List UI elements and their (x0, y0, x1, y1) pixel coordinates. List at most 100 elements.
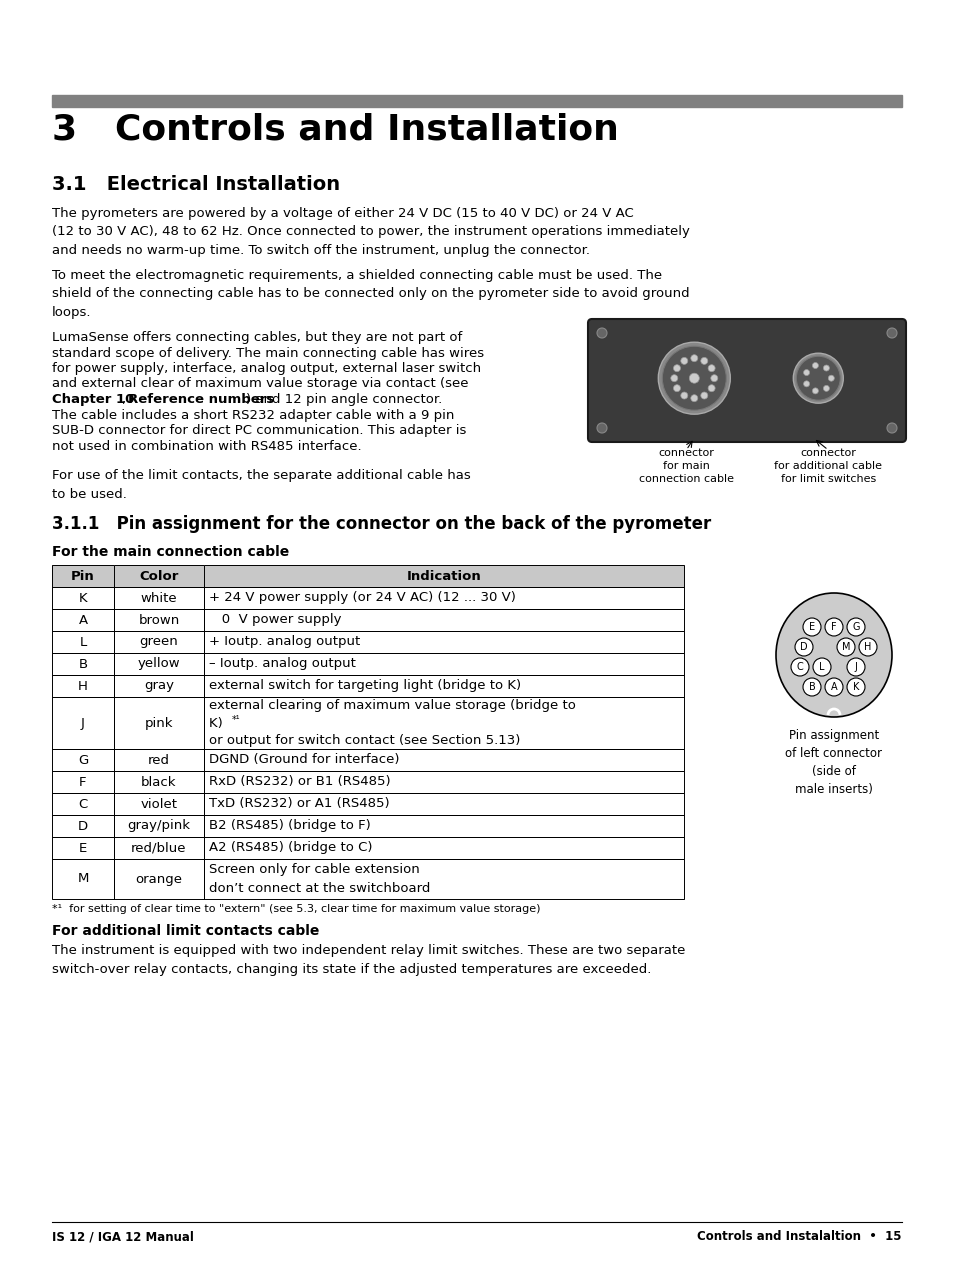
Bar (113, 792, 204, 815)
Circle shape (824, 678, 842, 696)
Text: *¹: *¹ (232, 715, 240, 725)
Text: H: H (78, 679, 88, 692)
Bar (204, 631, 683, 653)
Circle shape (846, 618, 864, 636)
Text: white: white (140, 592, 177, 605)
Bar (204, 653, 683, 674)
Circle shape (846, 678, 864, 696)
Text: 3   Controls and Installation: 3 Controls and Installation (52, 113, 618, 147)
Bar (52, 653, 113, 674)
Text: external clearing of maximum value storage (bridge to: external clearing of maximum value stora… (209, 700, 576, 712)
Text: SUB-D connector for direct PC communication. This adapter is: SUB-D connector for direct PC communicat… (52, 424, 466, 437)
Text: Pin: Pin (71, 569, 94, 583)
Circle shape (827, 375, 834, 381)
Text: J: J (854, 662, 857, 672)
Text: K: K (852, 682, 859, 692)
Text: D: D (800, 643, 807, 652)
Text: F: F (830, 622, 836, 632)
Text: Controls and Instalaltion  •  15: Controls and Instalaltion • 15 (697, 1231, 901, 1243)
Circle shape (661, 347, 725, 410)
Text: for power supply, interface, analog output, external laser switch: for power supply, interface, analog outp… (52, 362, 480, 375)
Bar (52, 749, 113, 771)
Bar (52, 674, 113, 697)
Bar (52, 95, 901, 107)
Text: ,: , (122, 392, 131, 406)
Text: green: green (139, 635, 178, 649)
Bar (52, 565, 113, 587)
Bar (113, 859, 204, 899)
Text: B: B (78, 658, 88, 671)
Bar (113, 610, 204, 631)
Bar (52, 837, 113, 859)
Bar (204, 815, 683, 837)
Text: L: L (819, 662, 824, 672)
Text: M: M (841, 643, 849, 652)
Bar (52, 815, 113, 837)
Text: orange: orange (135, 872, 182, 885)
Text: connector
for additional cable
for limit switches: connector for additional cable for limit… (774, 448, 882, 484)
Text: B: B (808, 682, 815, 692)
Circle shape (796, 356, 840, 400)
Circle shape (690, 354, 697, 362)
Text: violet: violet (140, 798, 177, 810)
Bar (52, 859, 113, 899)
Circle shape (812, 658, 830, 676)
Text: 3.1.1   Pin assignment for the connector on the back of the pyrometer: 3.1.1 Pin assignment for the connector o… (52, 516, 711, 533)
Bar (52, 565, 113, 587)
Bar (204, 837, 683, 859)
Text: D: D (78, 819, 88, 833)
Text: A: A (78, 613, 88, 626)
Circle shape (658, 342, 730, 414)
Text: H: H (863, 643, 871, 652)
Text: gray/pink: gray/pink (128, 819, 191, 833)
Text: For additional limit contacts cable: For additional limit contacts cable (52, 925, 319, 939)
Bar (113, 587, 204, 610)
Circle shape (802, 370, 809, 376)
Text: Reference numbers: Reference numbers (128, 392, 274, 406)
Text: For the main connection cable: For the main connection cable (52, 545, 289, 559)
Ellipse shape (775, 593, 891, 718)
Text: Pin assignment
of left connector
(side of
male inserts): Pin assignment of left connector (side o… (784, 729, 882, 796)
Text: external switch for targeting light (bridge to K): external switch for targeting light (bri… (209, 679, 520, 692)
Text: + 24 V power supply (or 24 V AC) (12 ... 30 V): + 24 V power supply (or 24 V AC) (12 ...… (209, 592, 516, 605)
Circle shape (597, 423, 606, 433)
Text: gray: gray (144, 679, 173, 692)
Text: Screen only for cable extension: Screen only for cable extension (209, 862, 419, 875)
Bar (204, 565, 683, 587)
Text: F: F (79, 776, 87, 789)
Bar (113, 815, 204, 837)
Bar (52, 792, 113, 815)
Text: + Ioutp. analog output: + Ioutp. analog output (209, 635, 360, 649)
Text: RxD (RS232) or B1 (RS485): RxD (RS232) or B1 (RS485) (209, 776, 390, 789)
Bar (204, 859, 683, 899)
Text: E: E (79, 842, 87, 855)
Circle shape (700, 392, 707, 399)
Text: or output for switch contact (see Section 5.13): or output for switch contact (see Sectio… (209, 734, 519, 747)
Bar (204, 565, 683, 587)
FancyBboxPatch shape (587, 319, 905, 442)
Bar (113, 697, 204, 749)
Circle shape (707, 364, 715, 372)
Circle shape (597, 328, 606, 338)
Bar (204, 749, 683, 771)
Bar (113, 837, 204, 859)
Text: IS 12 / IGA 12 Manual: IS 12 / IGA 12 Manual (52, 1231, 193, 1243)
Circle shape (886, 328, 896, 338)
Circle shape (794, 638, 812, 657)
Circle shape (690, 395, 697, 401)
Circle shape (673, 364, 679, 372)
Text: The cable includes a short RS232 adapter cable with a 9 pin: The cable includes a short RS232 adapter… (52, 409, 454, 422)
Text: yellow: yellow (137, 658, 180, 671)
Text: B2 (RS485) (bridge to F): B2 (RS485) (bridge to F) (209, 819, 371, 833)
Text: LumaSense offers connecting cables, but they are not part of: LumaSense offers connecting cables, but … (52, 331, 462, 344)
Circle shape (836, 638, 854, 657)
Circle shape (790, 658, 808, 676)
Text: A2 (RS485) (bridge to C): A2 (RS485) (bridge to C) (209, 842, 372, 855)
Bar (113, 565, 204, 587)
Text: don’t connect at the switchboard: don’t connect at the switchboard (209, 883, 430, 895)
Text: ) and 12 pin angle connector.: ) and 12 pin angle connector. (246, 392, 442, 406)
Bar (204, 771, 683, 792)
Text: A: A (830, 682, 837, 692)
Circle shape (858, 638, 876, 657)
Text: red/blue: red/blue (132, 842, 187, 855)
